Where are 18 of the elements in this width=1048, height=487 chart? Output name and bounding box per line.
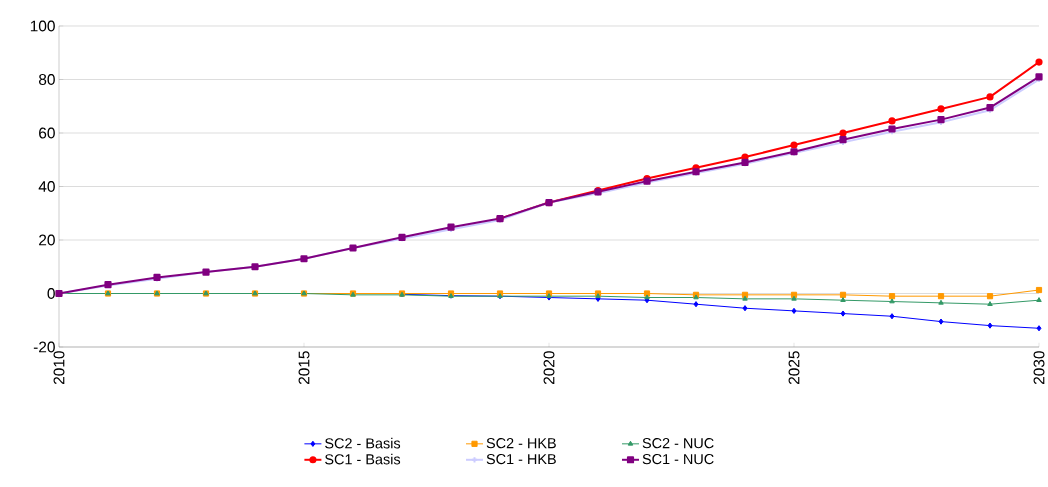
y-tick-label: 20 [39, 234, 55, 246]
legend-label: SC1 - HKB [486, 453, 556, 465]
x-tick-label: 2025 [788, 351, 800, 385]
legend-label: SC2 - HKB [486, 438, 556, 449]
y-tick-label: 0 [47, 288, 55, 299]
legend-label: SC1 - Basis [325, 453, 401, 465]
y-tick-label: 80 [38, 74, 55, 85]
x-tick-label: 2010 [53, 351, 65, 385]
x-tick-label: 2020 [543, 351, 555, 385]
y-tick-label: 40 [38, 181, 55, 192]
y-tick-label: 60 [39, 127, 55, 139]
legend-label: SC2 - Basis [325, 437, 401, 449]
x-tick-label: 2030 [1033, 351, 1045, 385]
y-tick-label: 100 [30, 20, 55, 32]
y-tick-label: -20 [33, 341, 55, 353]
legend-label: SC2 - NUC [642, 438, 714, 449]
x-tick-label: 2015 [298, 351, 310, 385]
legend-label: SC1 - NUC [642, 453, 714, 465]
